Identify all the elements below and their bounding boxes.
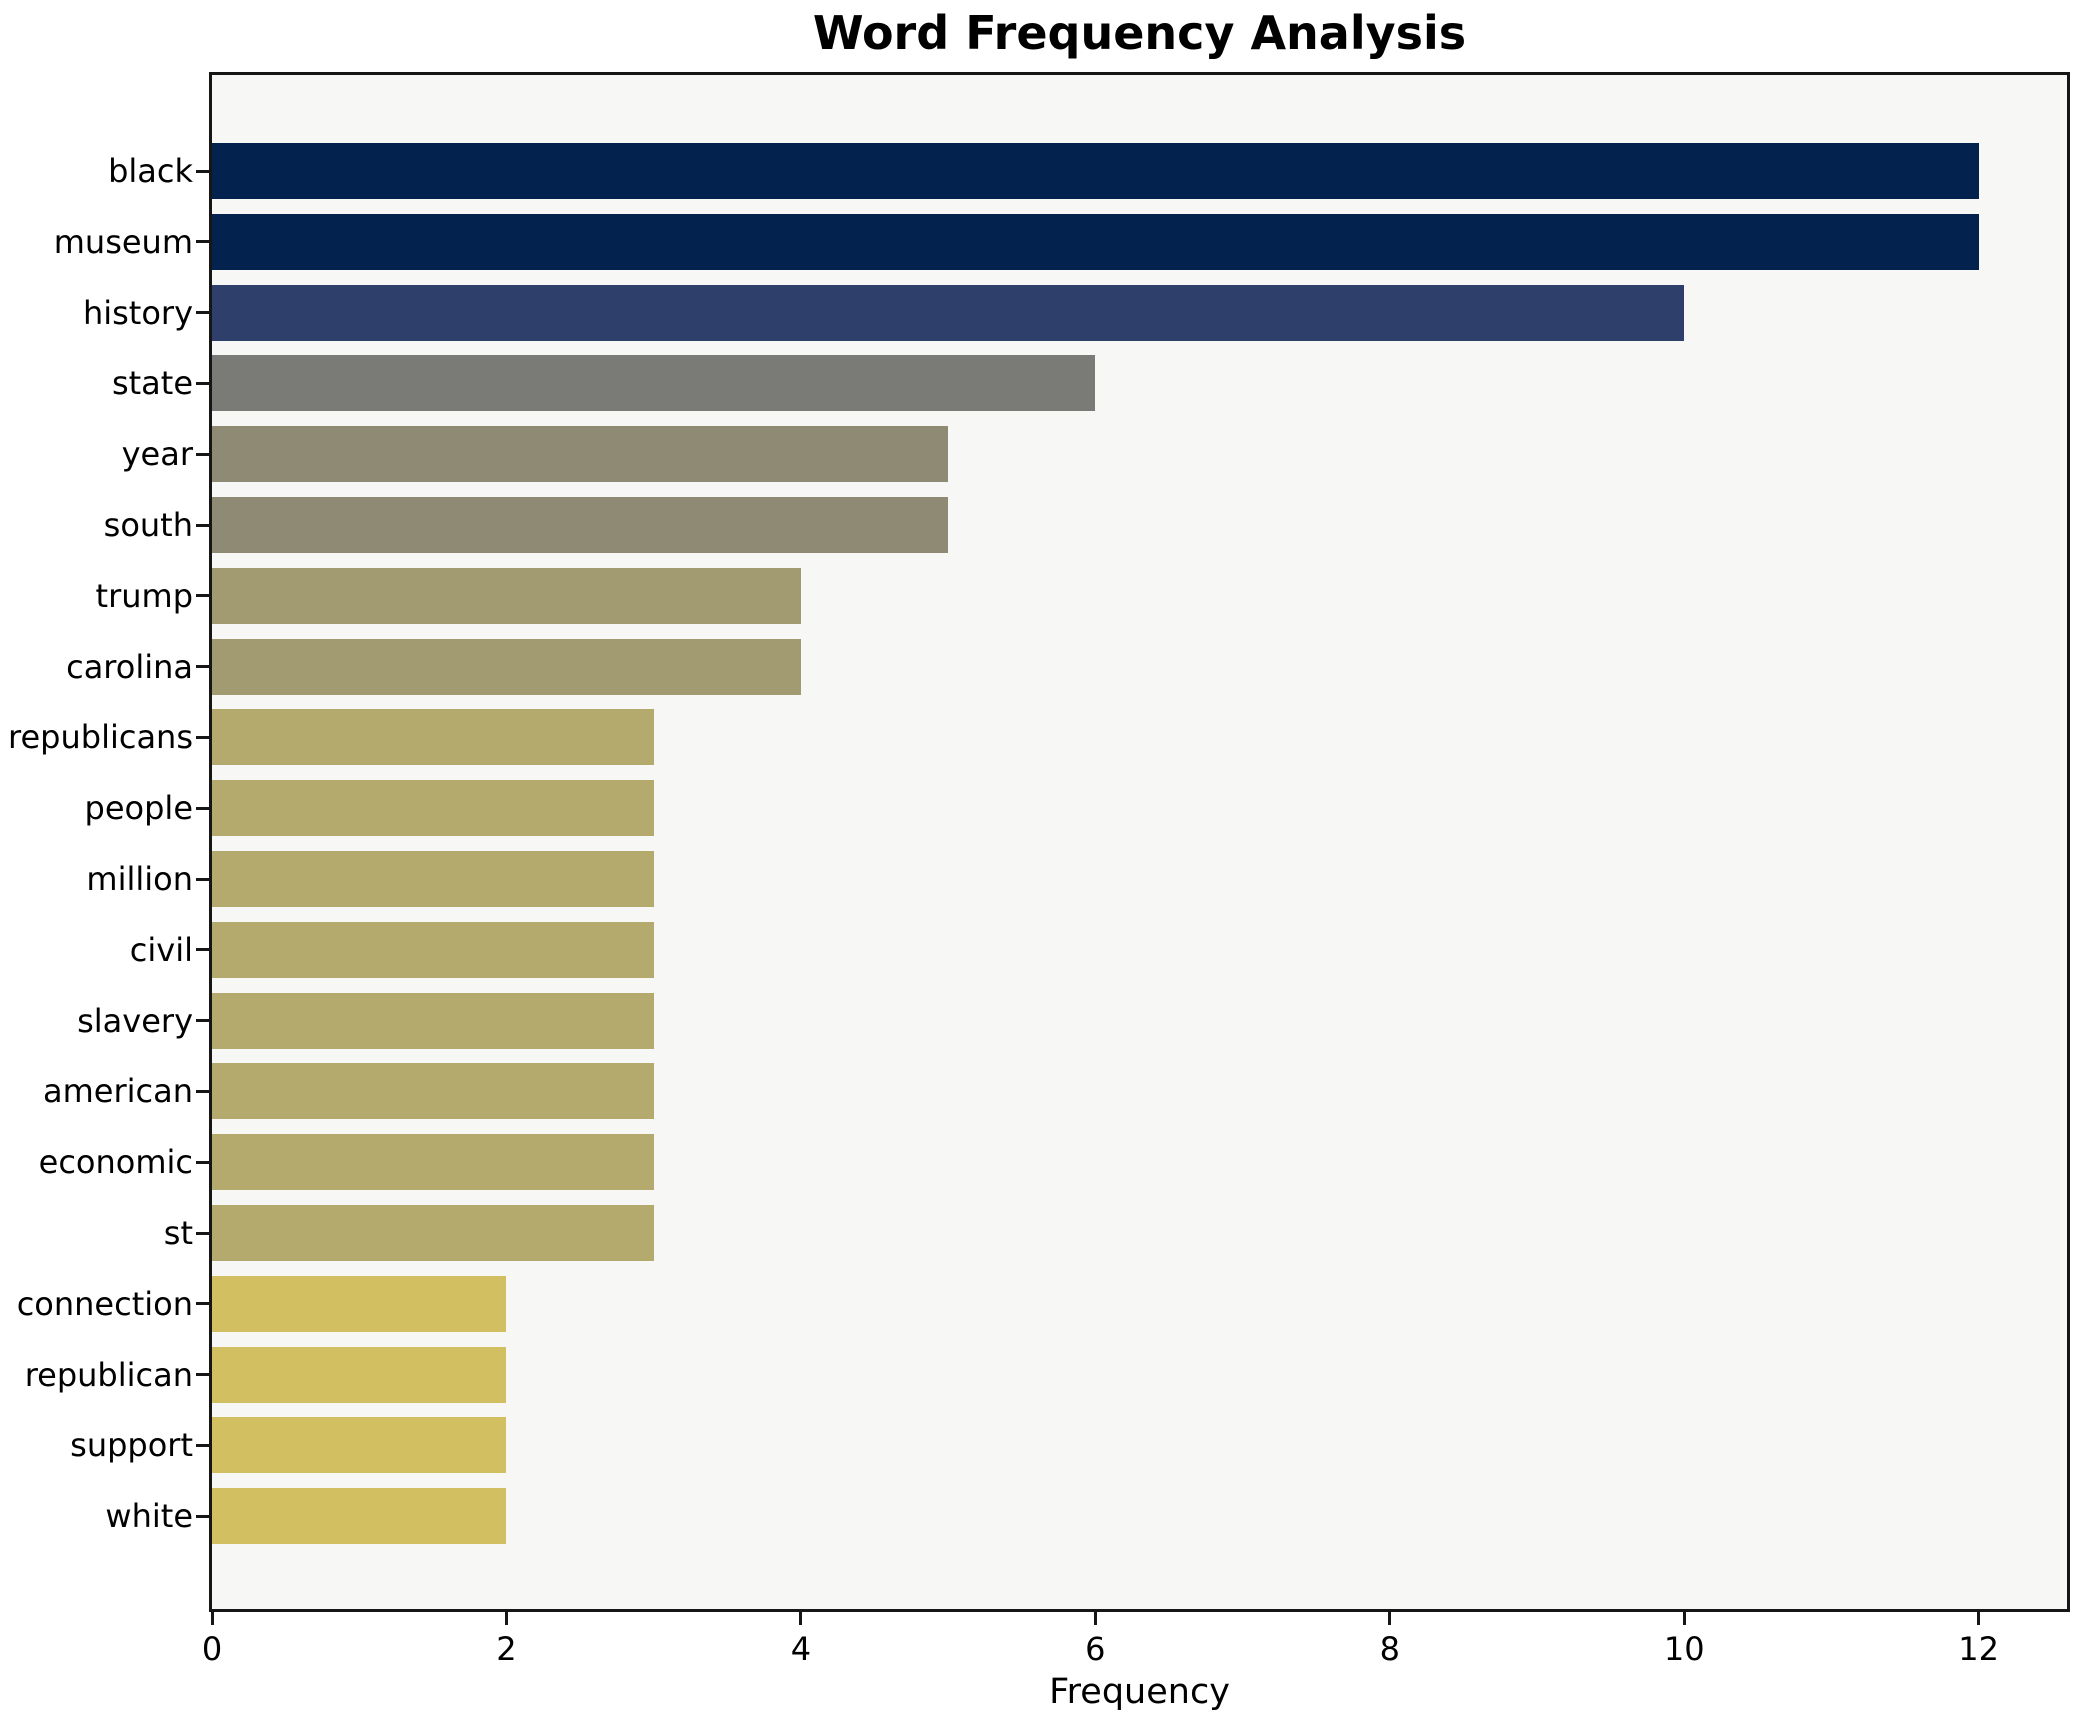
x-tick-mark-10 xyxy=(1682,1612,1686,1625)
plot-area xyxy=(209,72,2070,1612)
bar-republicans xyxy=(212,709,654,766)
bar-american xyxy=(212,1063,654,1120)
x-tick-mark-8 xyxy=(1388,1612,1392,1625)
bar-year xyxy=(212,426,949,483)
x-tick-label-4: 4 xyxy=(790,1630,812,1668)
bar-south xyxy=(212,497,949,553)
bar-slavery xyxy=(212,992,654,1049)
y-tick-mark-trump xyxy=(196,594,209,598)
y-tick-mark-american xyxy=(196,1089,209,1093)
x-tick-label-8: 8 xyxy=(1379,1630,1400,1668)
bar-connection xyxy=(212,1275,507,1332)
bar-support xyxy=(212,1417,507,1474)
y-tick-label-republican: republican xyxy=(24,1355,193,1394)
x-axis-title: Frequency xyxy=(1049,1672,1230,1712)
y-tick-mark-slavery xyxy=(196,1019,209,1023)
x-tick-mark-0 xyxy=(210,1612,214,1625)
y-tick-label-million: million xyxy=(86,860,193,898)
y-tick-label-st: st xyxy=(163,1214,193,1252)
y-tick-label-history: history xyxy=(82,293,193,332)
y-tick-mark-state xyxy=(196,381,209,385)
y-tick-label-economic: economic xyxy=(38,1143,193,1182)
y-tick-label-american: american xyxy=(43,1072,193,1111)
x-tick-label-0: 0 xyxy=(201,1630,223,1668)
x-tick-mark-12 xyxy=(1977,1612,1981,1625)
x-tick-mark-4 xyxy=(799,1612,803,1625)
y-tick-label-people: people xyxy=(84,789,193,828)
y-tick-label-south: south xyxy=(103,506,193,544)
bar-republican xyxy=(212,1346,507,1403)
y-tick-mark-white xyxy=(196,1514,209,1518)
y-tick-mark-st xyxy=(196,1231,209,1235)
chart-title: Word Frequency Analysis xyxy=(812,6,1467,60)
y-tick-label-museum: museum xyxy=(53,222,193,261)
y-tick-label-white: white xyxy=(105,1497,193,1536)
x-tick-label-6: 6 xyxy=(1085,1630,1106,1668)
bar-museum xyxy=(212,213,1979,270)
bar-state xyxy=(212,355,1096,412)
bar-trump xyxy=(212,567,801,624)
y-tick-label-support: support xyxy=(70,1426,193,1465)
y-tick-mark-carolina xyxy=(196,665,209,669)
y-tick-mark-civil xyxy=(196,948,209,952)
x-tick-mark-2 xyxy=(504,1612,508,1625)
y-tick-mark-year xyxy=(196,452,209,456)
x-tick-label-10: 10 xyxy=(1663,1630,1705,1668)
y-tick-mark-black xyxy=(196,169,209,173)
y-tick-label-year: year xyxy=(121,435,193,474)
bar-black xyxy=(212,143,1979,199)
y-tick-mark-republicans xyxy=(196,735,209,739)
bar-history xyxy=(212,284,1685,341)
y-tick-label-civil: civil xyxy=(129,930,193,969)
bar-people xyxy=(212,780,654,837)
y-tick-mark-economic xyxy=(196,1160,209,1164)
bar-st xyxy=(212,1205,654,1261)
y-tick-mark-people xyxy=(196,806,209,810)
y-tick-mark-republican xyxy=(196,1373,209,1377)
y-tick-label-slavery: slavery xyxy=(77,1001,193,1040)
x-tick-label-12: 12 xyxy=(1958,1630,2000,1668)
x-tick-mark-6 xyxy=(1093,1612,1097,1625)
y-tick-label-black: black xyxy=(108,152,193,190)
y-tick-label-connection: connection xyxy=(16,1284,193,1323)
y-tick-label-republicans: republicans xyxy=(8,718,193,757)
y-tick-mark-support xyxy=(196,1443,209,1447)
y-tick-mark-south xyxy=(196,523,209,527)
bar-white xyxy=(212,1488,507,1545)
y-tick-label-state: state xyxy=(111,364,193,403)
bar-carolina xyxy=(212,638,801,695)
bar-economic xyxy=(212,1134,654,1191)
y-tick-label-carolina: carolina xyxy=(66,647,193,686)
y-tick-mark-museum xyxy=(196,240,209,244)
x-tick-label-2: 2 xyxy=(496,1630,517,1668)
y-tick-mark-history xyxy=(196,311,209,315)
bar-civil xyxy=(212,921,654,978)
bar-million xyxy=(212,851,654,907)
y-tick-mark-connection xyxy=(196,1302,209,1306)
y-tick-mark-million xyxy=(196,877,209,881)
y-tick-label-trump: trump xyxy=(95,576,193,615)
